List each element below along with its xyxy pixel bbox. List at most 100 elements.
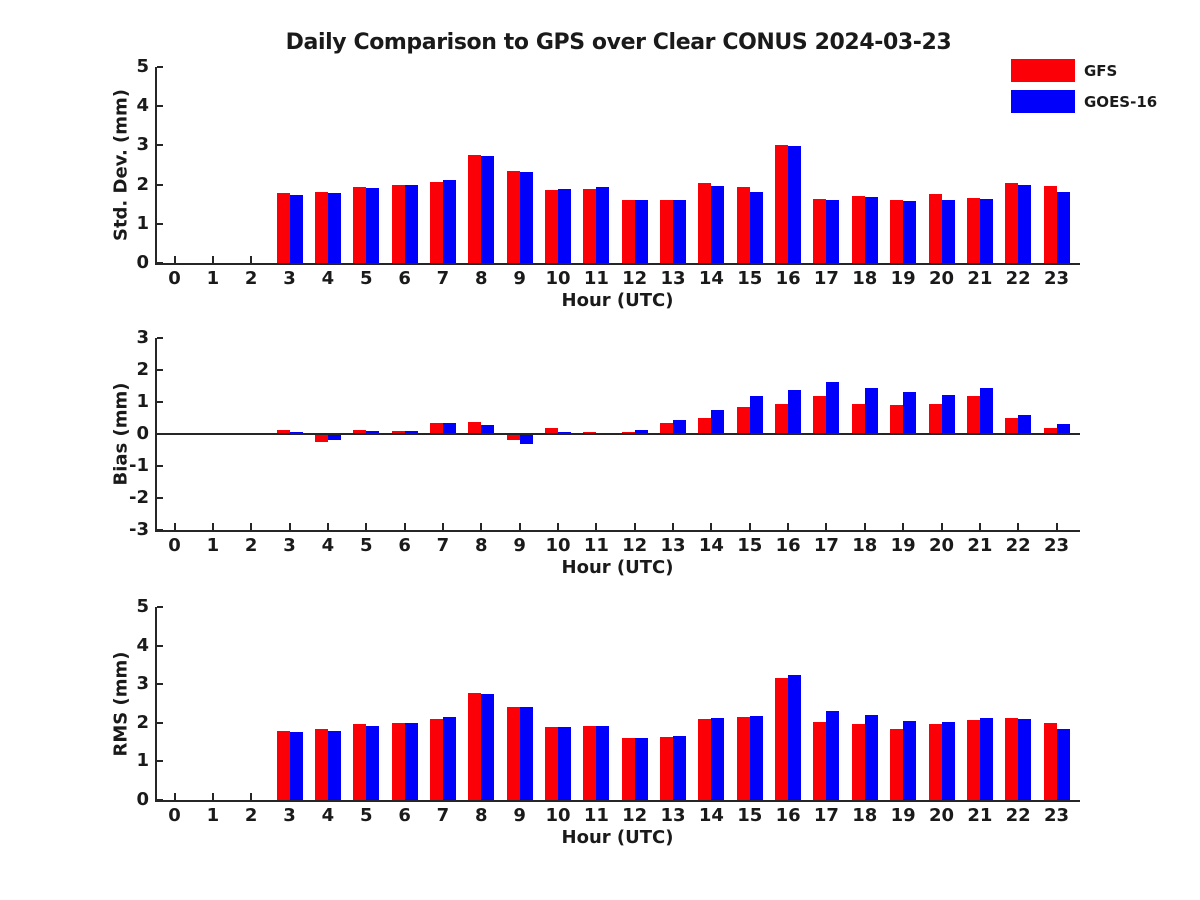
y-axis-line <box>155 607 157 802</box>
bar-goes-16-hour-4 <box>327 730 341 800</box>
bar-goes-16-hour-23 <box>1056 728 1070 800</box>
bar-goes-16-hour-17 <box>826 200 840 263</box>
y-tick-label: -3 <box>129 519 149 540</box>
y-axis-line <box>155 338 157 532</box>
x-tick-label: 0 <box>168 535 181 556</box>
x-tick-label: 1 <box>206 535 220 556</box>
bar-gfs-hour-5 <box>353 723 367 800</box>
bar-gfs-hour-7 <box>429 718 443 800</box>
x-tick-label: 2 <box>244 268 258 289</box>
x-tick-label: 10 <box>545 268 571 289</box>
x-tick-label: 16 <box>775 805 801 826</box>
bar-goes-16-hour-9 <box>519 434 533 444</box>
bar-gfs-hour-11 <box>583 725 597 800</box>
bar-gfs-hour-12 <box>621 200 635 263</box>
y-axis-line <box>155 67 157 265</box>
bar-gfs-hour-15 <box>736 186 750 263</box>
bar-gfs-hour-8 <box>468 421 482 434</box>
legend-label: GFS <box>1084 61 1118 80</box>
y-tick <box>157 721 163 724</box>
y-tick-label: 3 <box>136 134 149 156</box>
x-tick-label: 1 <box>206 268 220 289</box>
x-tick <box>672 523 675 530</box>
bar-gfs-hour-17 <box>813 395 827 434</box>
x-tick-label: 12 <box>622 268 648 289</box>
legend: GFS GOES-16 <box>1011 59 1157 121</box>
x-tick-label: 6 <box>398 805 411 826</box>
bar-gfs-hour-22 <box>1005 418 1019 434</box>
x-axis-title: Hour (UTC) <box>561 827 674 848</box>
bar-goes-16-hour-13 <box>673 200 687 263</box>
bar-goes-16-hour-8 <box>481 693 495 800</box>
y-tick <box>157 369 163 371</box>
bar-gfs-hour-7 <box>429 423 443 434</box>
bar-gfs-hour-8 <box>468 692 482 800</box>
bar-goes-16-hour-16 <box>788 674 802 800</box>
bar-gfs-hour-9 <box>506 707 520 800</box>
bar-gfs-hour-21 <box>966 395 980 434</box>
bar-goes-16-hour-14 <box>711 718 725 800</box>
x-tick-label: 7 <box>436 805 450 826</box>
x-tick-label: 20 <box>928 535 955 556</box>
bar-goes-16-hour-6 <box>404 722 418 800</box>
x-tick <box>365 523 368 530</box>
bar-gfs-hour-11 <box>583 188 597 263</box>
bar-gfs-hour-22 <box>1005 182 1019 263</box>
x-tick-label: 12 <box>622 805 648 826</box>
x-tick-label: 19 <box>890 535 916 556</box>
bar-goes-16-hour-9 <box>519 172 533 263</box>
bar-goes-16-hour-21 <box>979 199 993 263</box>
x-tick-label: 13 <box>660 805 686 826</box>
bar-gfs-hour-16 <box>775 678 789 800</box>
x-tick-label: 9 <box>513 805 526 826</box>
bar-gfs-hour-3 <box>276 193 290 263</box>
y-tick-label: 0 <box>136 423 149 444</box>
y-tick <box>157 606 163 608</box>
x-tick-label: 8 <box>475 805 488 826</box>
x-tick-label: 6 <box>398 268 411 289</box>
bar-goes-16-hour-22 <box>1018 718 1032 800</box>
x-tick-label: 4 <box>321 535 335 556</box>
bar-goes-16-hour-19 <box>903 720 917 800</box>
x-tick-label: 21 <box>967 535 993 556</box>
bar-gfs-hour-4 <box>314 728 328 800</box>
bar-gfs-hour-9 <box>506 170 520 263</box>
x-tick-label: 11 <box>583 535 609 556</box>
bar-gfs-hour-3 <box>276 731 290 800</box>
bar-goes-16-hour-23 <box>1056 424 1070 434</box>
bar-goes-16-hour-22 <box>1018 414 1032 434</box>
x-tick-label: 13 <box>660 268 686 289</box>
bar-goes-16-hour-7 <box>442 717 456 800</box>
bar-goes-16-hour-11 <box>596 187 610 263</box>
x-tick <box>211 523 214 530</box>
x-tick-label: 7 <box>436 535 450 556</box>
bar-goes-16-hour-11 <box>596 725 610 800</box>
x-tick <box>480 523 483 530</box>
bar-goes-16-hour-4 <box>327 434 341 440</box>
bar-gfs-hour-17 <box>813 721 827 800</box>
bar-goes-16-hour-10 <box>558 189 571 263</box>
y-tick <box>157 183 163 186</box>
x-axis-title: Hour (UTC) <box>561 290 674 311</box>
x-tick <box>211 256 214 263</box>
x-tick-label: 9 <box>513 268 526 289</box>
y-tick <box>157 337 163 339</box>
x-tick-label: 5 <box>359 535 373 556</box>
bar-goes-16-hour-7 <box>442 422 456 434</box>
x-tick-label: 5 <box>359 805 373 826</box>
bar-goes-16-hour-21 <box>979 387 993 434</box>
bar-gfs-hour-16 <box>775 403 789 434</box>
bar-goes-16-hour-22 <box>1018 184 1032 263</box>
legend-label: GOES-16 <box>1084 92 1158 111</box>
bar-gfs-hour-3 <box>276 429 290 434</box>
x-tick-label: 9 <box>513 535 526 556</box>
x-tick-label: 22 <box>1005 268 1031 289</box>
y-tick <box>157 222 163 225</box>
y-tick-label: 0 <box>136 252 149 273</box>
bar-goes-16-hour-19 <box>903 201 917 263</box>
bar-gfs-hour-18 <box>851 195 865 263</box>
bar-gfs-hour-23 <box>1043 722 1057 800</box>
y-tick <box>157 497 163 499</box>
x-tick-label: 18 <box>852 268 878 289</box>
x-tick-label: 12 <box>622 535 648 556</box>
